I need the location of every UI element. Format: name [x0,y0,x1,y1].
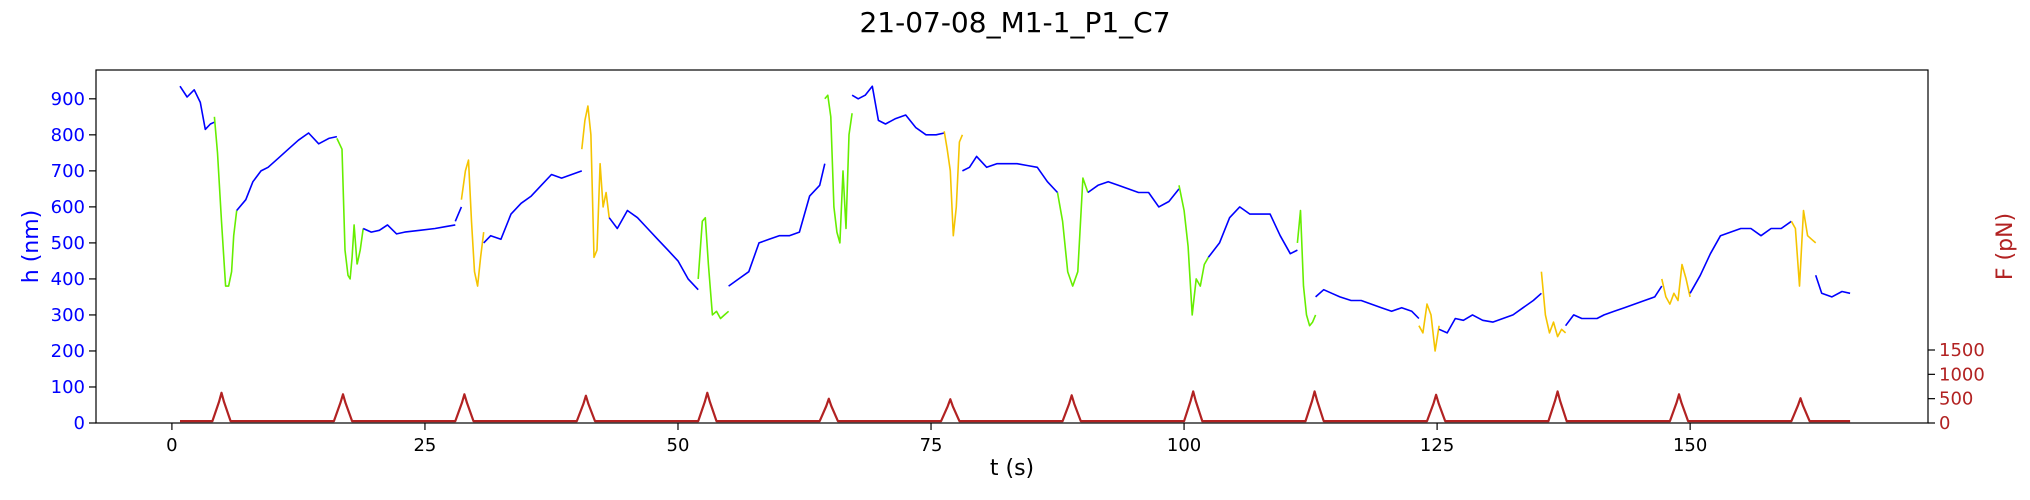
y-tick-label-left: 900 [51,89,85,110]
force-series [180,390,1851,423]
y-tick-label-right: 1500 [1939,340,1985,361]
height-segment-blue [608,209,699,291]
height-segment-blue [851,85,945,136]
y-tick-label-right: 1000 [1939,364,1985,385]
height-segment-blue [179,85,215,131]
height-segment-green [1056,177,1089,287]
height-segment-yellow [943,131,964,237]
x-tick-label: 75 [920,435,943,456]
height-segment-blue [962,155,1059,194]
height-segment-green [1178,185,1210,316]
y-tick-label-right: 0 [1939,413,1950,434]
x-tick-label: 50 [667,435,690,456]
height-segment-green [213,116,238,287]
y-tick-label-left: 100 [51,377,85,398]
y-tick-label-left: 600 [51,197,85,218]
y-tick-label-left: 0 [74,413,85,434]
height-segment-yellow [581,105,610,259]
height-segment-yellow [1790,209,1817,287]
height-segment-yellow [1661,263,1691,305]
x-tick-label: 0 [166,435,177,456]
y-axis-left: 0 100 200 300 400 500 600 700 800 900 [51,89,96,434]
x-tick-label: 125 [1420,435,1454,456]
y-tick-label-left: 800 [51,125,85,146]
chart-title: 21-07-08_M1-1_P1_C7 [859,6,1170,39]
height-segment-yellow [1540,271,1567,338]
height-segment-yellow [1418,303,1440,352]
height-segment-blue [1087,180,1180,208]
height-segment-blue [1207,206,1298,258]
x-tick-label: 100 [1167,435,1201,456]
x-tick-label: 150 [1673,435,1707,456]
x-axis: 0 25 50 75 100 125 150 [166,423,1707,456]
y-tick-label-left: 200 [51,341,85,362]
height-segment-green [336,138,358,280]
height-segment-yellow [460,159,485,287]
y-tick-label-right: 500 [1939,389,1973,410]
x-axis-label: t (s) [990,456,1034,481]
y-tick-label-left: 400 [51,269,85,290]
height-segment-blue [1564,285,1663,327]
height-segment-blue [362,224,456,235]
height-segment-green [824,94,853,244]
height-segment-blue [728,163,826,287]
y-tick-label-left: 500 [51,233,85,254]
y-tick-label-left: 300 [51,305,85,326]
height-segment-blue [1814,275,1851,298]
height-segment-blue [454,206,463,222]
height-segment-blue [1689,220,1792,294]
y-axis-label-left: h (nm) [19,210,44,283]
y-tick-label-left: 700 [51,161,85,182]
height-segment-blue [483,170,583,244]
y-axis-right: 0 500 1000 1500 [1928,340,1985,434]
height-segment-green [356,228,364,265]
height-series [179,85,1851,352]
x-tick-label: 25 [413,435,436,456]
plot-frame [95,69,1929,424]
force-line [180,390,1851,423]
height-segment-blue [1438,292,1542,334]
height-segment-green [1296,209,1317,327]
height-segment-blue [1315,288,1420,320]
height-segment-blue [236,132,338,212]
y-axis-label-right: F (pN) [1993,213,2018,280]
height-segment-green [697,216,730,320]
